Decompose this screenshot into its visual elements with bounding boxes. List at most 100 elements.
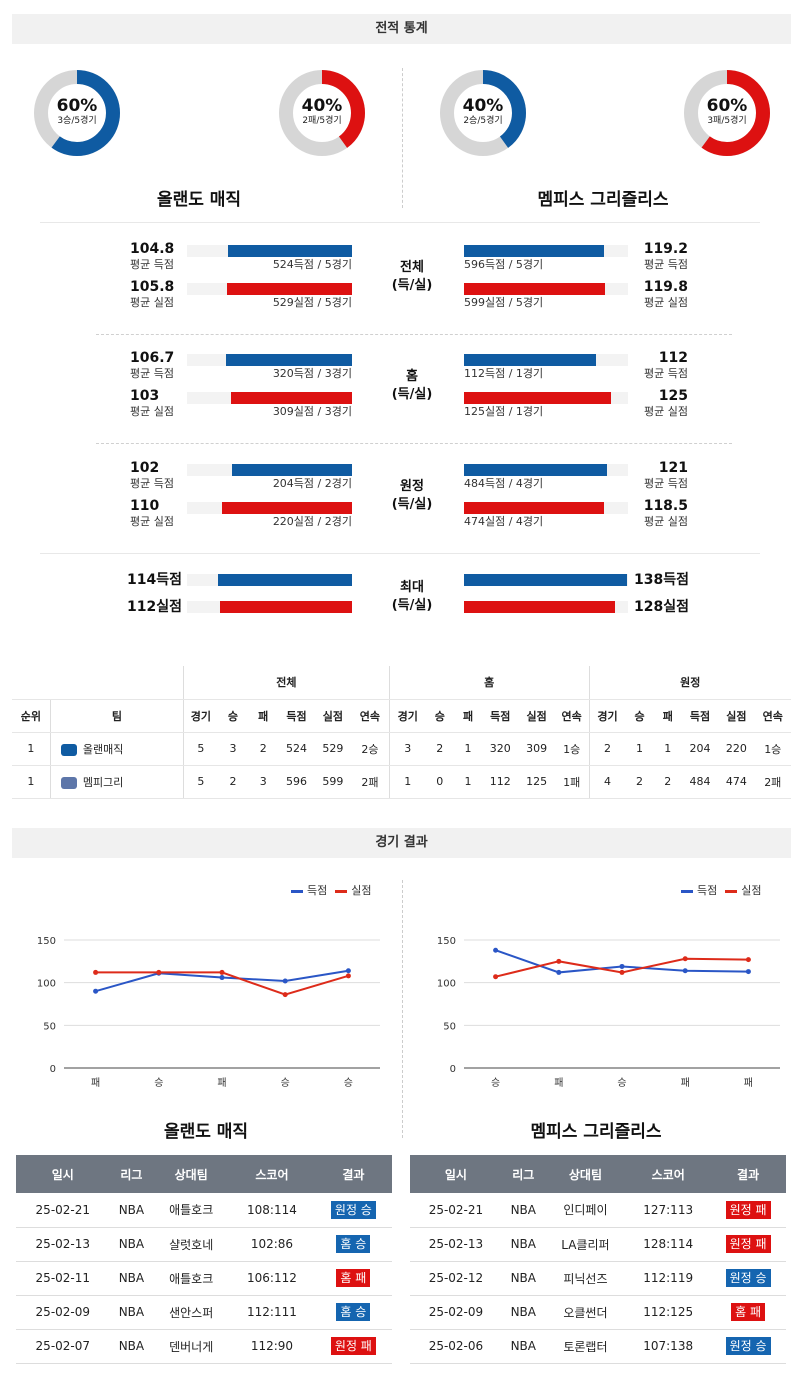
stat-value: 104.8 [130,241,175,257]
data-point [619,963,625,969]
table-cell: 596 [278,765,315,799]
table-cell: 2패 [754,765,791,799]
table-cell: 102:86 [229,1227,315,1262]
table-cell: 320 [482,732,519,766]
bar-red [464,502,604,514]
table-cell: 599 [314,765,351,799]
table-cell: 홈 패 [710,1295,786,1330]
data-point [93,988,99,994]
stat-label: 평균 득점 [130,258,174,271]
table-cell: 112:111 [229,1295,315,1330]
y-tick-label: 100 [437,979,456,990]
bar-blue [226,354,352,366]
column-header: 팀 [49,699,184,733]
column-header: 득점 [681,699,719,733]
result-badge: 원정 승 [330,1200,376,1219]
table-cell: 피닉선즈 [544,1261,627,1296]
column-header: 승 [425,699,454,733]
bar-red [220,601,352,613]
column-header: 득점 [278,699,315,733]
table-cell: 25-02-09 [410,1295,502,1330]
table-row: 25-02-13 NBA LA클리퍼 128:114 원정 패 [410,1227,786,1262]
stat-label: 평균 득점 [130,367,174,380]
stat-category: 홈 (득/실) [376,368,448,404]
results-table-left: 일시 리그 상대팀 스코어 결과 25-02-21 NBA 애틀호크 108:114 원정 승 25… [16,1155,392,1364]
x-tick-label: 승 [344,1077,353,1089]
table-cell: 3 [248,765,279,799]
table-cell: LA클리퍼 [544,1227,627,1262]
bar-blue [464,464,607,476]
x-tick-label: 패 [217,1077,226,1089]
x-tick-label: 패 [681,1077,690,1089]
stat-value: 106.7 [130,350,175,366]
table-cell: 25-02-09 [16,1295,110,1330]
table-cell: 원정 패 [710,1193,786,1228]
stat-value: 105.8 [130,279,175,295]
team-logo-icon [60,743,77,756]
table-cell: NBA [109,1193,154,1228]
table-cell: NBA [501,1227,545,1262]
data-point [682,968,688,974]
donut-percent: 40% [301,96,343,116]
bar-blue [464,354,596,366]
table-cell: 오클썬더 [544,1295,627,1330]
stat-label: 평균 실점 [130,405,174,418]
bar-blue [218,574,352,586]
chart-legend: 득점 실점 [283,882,372,898]
table-cell: 106:112 [229,1261,315,1296]
table-cell: 25-02-13 [410,1227,502,1262]
table-cell: 25-02-07 [16,1329,110,1364]
team-name[interactable]: 멤피그리 [82,775,124,789]
table-cell: NBA [501,1329,545,1364]
table-cell: 25-02-06 [410,1329,502,1364]
column-header: 리그 [109,1155,154,1193]
column-header: 경기 [388,699,426,733]
bar-blue [464,574,627,586]
table-cell: 5 [183,732,218,766]
result-badge: 원정 승 [725,1269,771,1287]
legend-swatch [291,889,303,893]
y-tick-label: 50 [443,1021,456,1032]
column-header: 실점 [718,699,755,733]
table-cell: NBA [501,1261,545,1296]
table-cell: 25-02-21 [16,1193,110,1228]
table-cell: 4 [588,765,626,799]
stat-detail: 309실점 / 3경기 [272,405,352,418]
column-header: 리그 [501,1155,545,1193]
stat-detail: 484득점 / 4경기 [464,477,544,490]
table-cell: NBA [501,1295,545,1330]
max-value: 112실점 [127,599,182,615]
team-name-left: 올랜도 매직 [156,190,242,210]
column-header: 득점 [482,699,519,733]
team-name-right-results: 멤피스 그리즐리스 [530,1122,662,1142]
bar-blue [232,464,352,476]
stat-value: 103 [130,388,160,404]
table-cell: 원정 승 [314,1193,392,1228]
data-point [93,969,99,975]
stat-detail: 220실점 / 2경기 [272,515,352,528]
table-cell: 1 [453,765,483,799]
result-badge: 원정 패 [725,1200,771,1219]
table-cell: 309 [518,732,555,766]
column-header: 결과 [710,1155,786,1193]
stat-label: 평균 실점 [644,405,688,418]
table-cell: 1 [388,765,426,799]
data-point [619,969,625,975]
donut-percent: 40% [462,96,504,116]
y-tick-label: 100 [37,979,56,990]
stat-value: 119.2 [643,241,688,257]
table-cell: 샬럿호네 [153,1227,230,1262]
donut-chart [279,70,365,156]
x-tick-label: 패 [554,1077,563,1089]
column-header: 경기 [183,699,218,733]
stat-category-line: 원정 [400,479,424,494]
table-cell: 112 [482,765,519,799]
table-cell: 112:125 [626,1295,711,1330]
team-name[interactable]: 올랜매직 [82,742,124,756]
max-value: 114득점 [127,572,182,588]
stat-category-line: (득/실) [391,278,433,293]
x-tick-label: 승 [617,1077,626,1089]
result-badge: 홈 패 [336,1269,371,1287]
table-cell: 1 [653,732,682,766]
team-logo-icon [60,776,77,789]
